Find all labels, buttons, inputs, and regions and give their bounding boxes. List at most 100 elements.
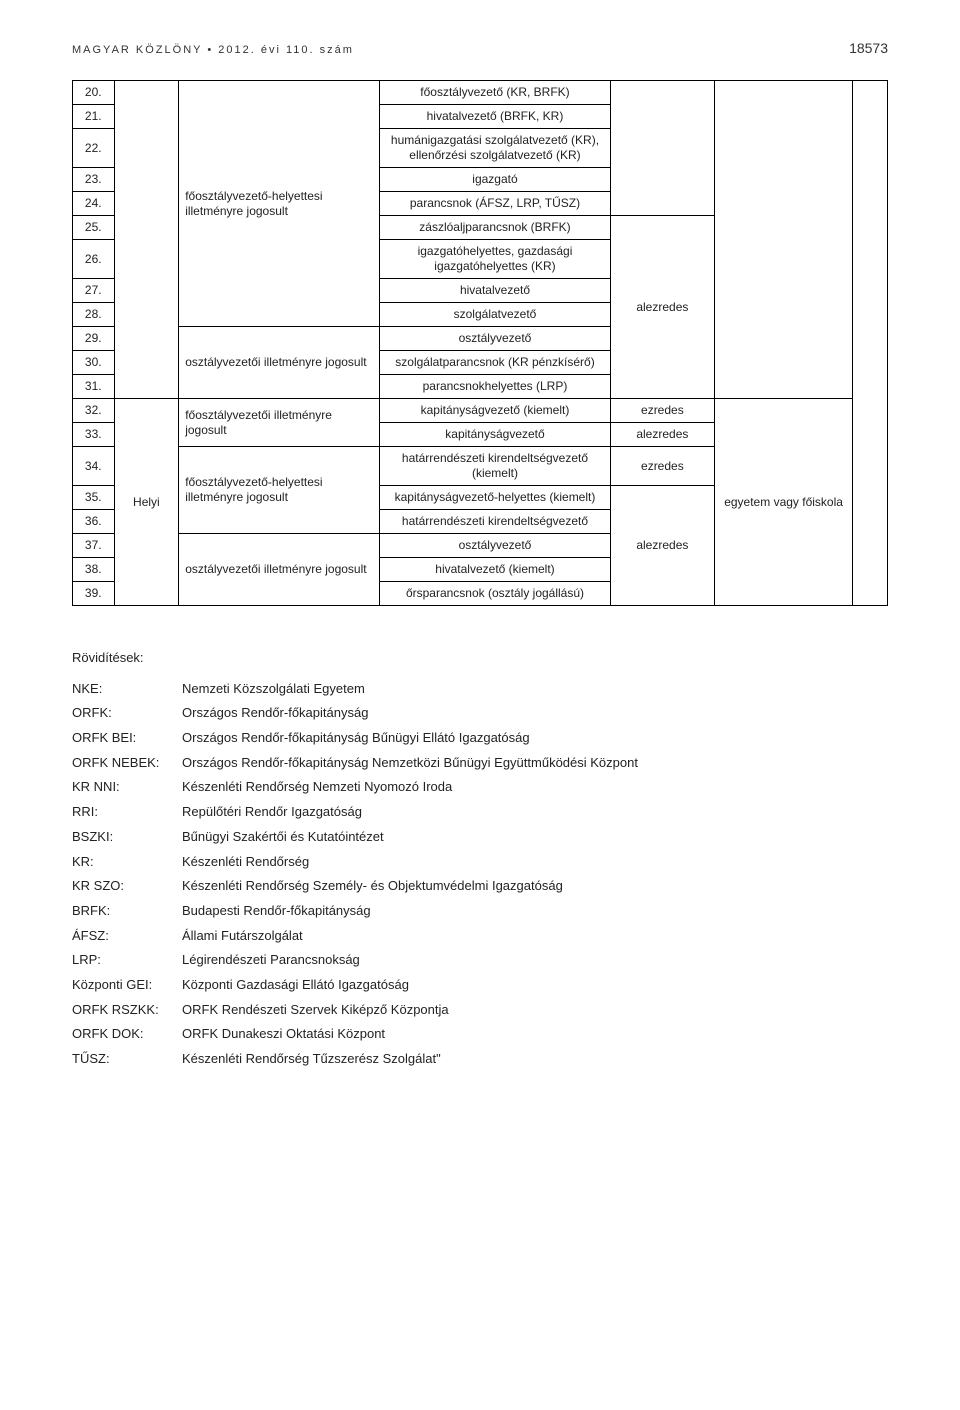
abbrev-row: KR SZO:Készenléti Rendőrség Személy- és … (72, 874, 888, 899)
cell-scope: Helyi (114, 399, 179, 606)
abbrev-row: TŰSZ:Készenléti Rendőrség Tűzszerész Szo… (72, 1047, 888, 1072)
abbrev-key: BRFK: (72, 899, 182, 924)
abbrev-def: Készenléti Rendőrség (182, 850, 888, 875)
abbrev-def: Repülőtéri Rendőr Igazgatóság (182, 800, 888, 825)
cell-job: határrendészeti kirendeltségvezető (kiem… (380, 447, 611, 486)
cell-num: 34. (73, 447, 115, 486)
abbrev-row: BSZKI:Bűnügyi Szakértői és Kutatóintézet (72, 825, 888, 850)
cell-scope (114, 81, 179, 399)
abbrev-row: ORFK NEBEK:Országos Rendőr-főkapitányság… (72, 751, 888, 776)
legal-table: 20. főosztályvezető-helyettesi illetmény… (72, 80, 888, 606)
cell-num: 27. (73, 279, 115, 303)
abbrev-def: ORFK Dunakeszi Oktatási Központ (182, 1022, 888, 1047)
cell-job: hivatalvezető (kiemelt) (380, 558, 611, 582)
cell-grade: főosztályvezető-helyettesi illetményre j… (179, 447, 380, 534)
abbrev-def: Bűnügyi Szakértői és Kutatóintézet (182, 825, 888, 850)
cell-num: 23. (73, 168, 115, 192)
cell-num: 20. (73, 81, 115, 105)
abbreviations-block: Rövidítések: NKE:Nemzeti Közszolgálati E… (72, 646, 888, 1072)
abbrev-row: RRI:Repülőtéri Rendőr Igazgatóság (72, 800, 888, 825)
abbrev-def: Állami Futárszolgálat (182, 924, 888, 949)
table-body: 20. főosztályvezető-helyettesi illetmény… (73, 81, 888, 606)
cell-num: 21. (73, 105, 115, 129)
cell-qual: egyetem vagy főiskola (714, 399, 853, 606)
cell-job: osztályvezető (380, 327, 611, 351)
abbrev-row: Központi GEI:Központi Gazdasági Ellátó I… (72, 973, 888, 998)
abbrev-def: Készenléti Rendőrség Tűzszerész Szolgála… (182, 1047, 888, 1072)
cell-rank: ezredes (610, 399, 714, 423)
abbrev-key: BSZKI: (72, 825, 182, 850)
abbrev-row: ORFK:Országos Rendőr-főkapitányság (72, 701, 888, 726)
abbrev-row: KR NNI:Készenléti Rendőrség Nemzeti Nyom… (72, 775, 888, 800)
cell-rank: ezredes (610, 447, 714, 486)
cell-grade: osztályvezetői illetményre jogosult (179, 327, 380, 399)
abbrev-key: KR: (72, 850, 182, 875)
abbrev-row: ORFK DOK:ORFK Dunakeszi Oktatási Központ (72, 1022, 888, 1047)
abbrev-def: Légirendészeti Parancsnokság (182, 948, 888, 973)
cell-job: kapitányságvezető (380, 423, 611, 447)
cell-job: zászlóaljparancsnok (BRFK) (380, 216, 611, 240)
header-left: MAGYAR KÖZLÖNY • 2012. évi 110. szám (72, 44, 354, 56)
cell-job: hivatalvezető (380, 279, 611, 303)
abbrev-key: Központi GEI: (72, 973, 182, 998)
cell-num: 22. (73, 129, 115, 168)
document-page: MAGYAR KÖZLÖNY • 2012. évi 110. szám 185… (0, 0, 960, 1112)
table-row: 32. Helyi főosztályvezetői illetményre j… (73, 399, 888, 423)
abbrev-def: Nemzeti Közszolgálati Egyetem (182, 677, 888, 702)
cell-num: 36. (73, 510, 115, 534)
cell-job: osztályvezető (380, 534, 611, 558)
cell-qual (714, 81, 853, 399)
abbrev-key: ORFK DOK: (72, 1022, 182, 1047)
cell-job: humánigazgatási szolgálatvezető (KR), el… (380, 129, 611, 168)
cell-num: 31. (73, 375, 115, 399)
abbrev-title: Rövidítések: (72, 646, 888, 671)
cell-grade: főosztályvezetői illetményre jogosult (179, 399, 380, 447)
cell-job: kapitányságvezető-helyettes (kiemelt) (380, 486, 611, 510)
abbrev-key: ORFK NEBEK: (72, 751, 182, 776)
abbrev-key: ORFK: (72, 701, 182, 726)
abbrev-row: ÁFSZ:Állami Futárszolgálat (72, 924, 888, 949)
cell-job: parancsnokhelyettes (LRP) (380, 375, 611, 399)
cell-num: 37. (73, 534, 115, 558)
cell-num: 39. (73, 582, 115, 606)
cell-grade: főosztályvezető-helyettesi illetményre j… (179, 81, 380, 327)
abbrev-key: ORFK BEI: (72, 726, 182, 751)
cell-num: 38. (73, 558, 115, 582)
header-page-number: 18573 (849, 40, 888, 56)
cell-job: hivatalvezető (BRFK, KR) (380, 105, 611, 129)
abbrev-key: ÁFSZ: (72, 924, 182, 949)
cell-job: kapitányságvezető (kiemelt) (380, 399, 611, 423)
abbrev-key: LRP: (72, 948, 182, 973)
abbrev-def: Országos Rendőr-főkapitányság Bűnügyi El… (182, 726, 888, 751)
cell-job: parancsnok (ÁFSZ, LRP, TŰSZ) (380, 192, 611, 216)
cell-grade: osztályvezetői illetményre jogosult (179, 534, 380, 606)
cell-job: határrendészeti kirendeltségvezető (380, 510, 611, 534)
abbrev-key: RRI: (72, 800, 182, 825)
abbrev-def: Budapesti Rendőr-főkapitányság (182, 899, 888, 924)
cell-rank (610, 81, 714, 216)
abbrev-key: KR SZO: (72, 874, 182, 899)
abbrev-row: LRP:Légirendészeti Parancsnokság (72, 948, 888, 973)
cell-rank: alezredes (610, 486, 714, 606)
cell-last (853, 81, 888, 606)
cell-rank: alezredes (610, 216, 714, 399)
abbrev-def: Készenléti Rendőrség Nemzeti Nyomozó Iro… (182, 775, 888, 800)
abbrev-key: KR NNI: (72, 775, 182, 800)
cell-num: 24. (73, 192, 115, 216)
abbrev-def: Központi Gazdasági Ellátó Igazgatóság (182, 973, 888, 998)
abbrev-def: ORFK Rendészeti Szervek Kiképző Központj… (182, 998, 888, 1023)
cell-job: őrsparancsnok (osztály jogállású) (380, 582, 611, 606)
cell-job: főosztályvezető (KR, BRFK) (380, 81, 611, 105)
abbrev-def: Készenléti Rendőrség Személy- és Objektu… (182, 874, 888, 899)
abbrev-row: BRFK:Budapesti Rendőr-főkapitányság (72, 899, 888, 924)
abbrev-key: TŰSZ: (72, 1047, 182, 1072)
cell-num: 33. (73, 423, 115, 447)
cell-num: 35. (73, 486, 115, 510)
cell-num: 32. (73, 399, 115, 423)
abbrev-def: Országos Rendőr-főkapitányság Nemzetközi… (182, 751, 888, 776)
abbrev-row: NKE:Nemzeti Közszolgálati Egyetem (72, 677, 888, 702)
abbrev-def: Országos Rendőr-főkapitányság (182, 701, 888, 726)
cell-job: szolgálatparancsnok (KR pénzkísérő) (380, 351, 611, 375)
cell-num: 30. (73, 351, 115, 375)
abbrev-key: ORFK RSZKK: (72, 998, 182, 1023)
